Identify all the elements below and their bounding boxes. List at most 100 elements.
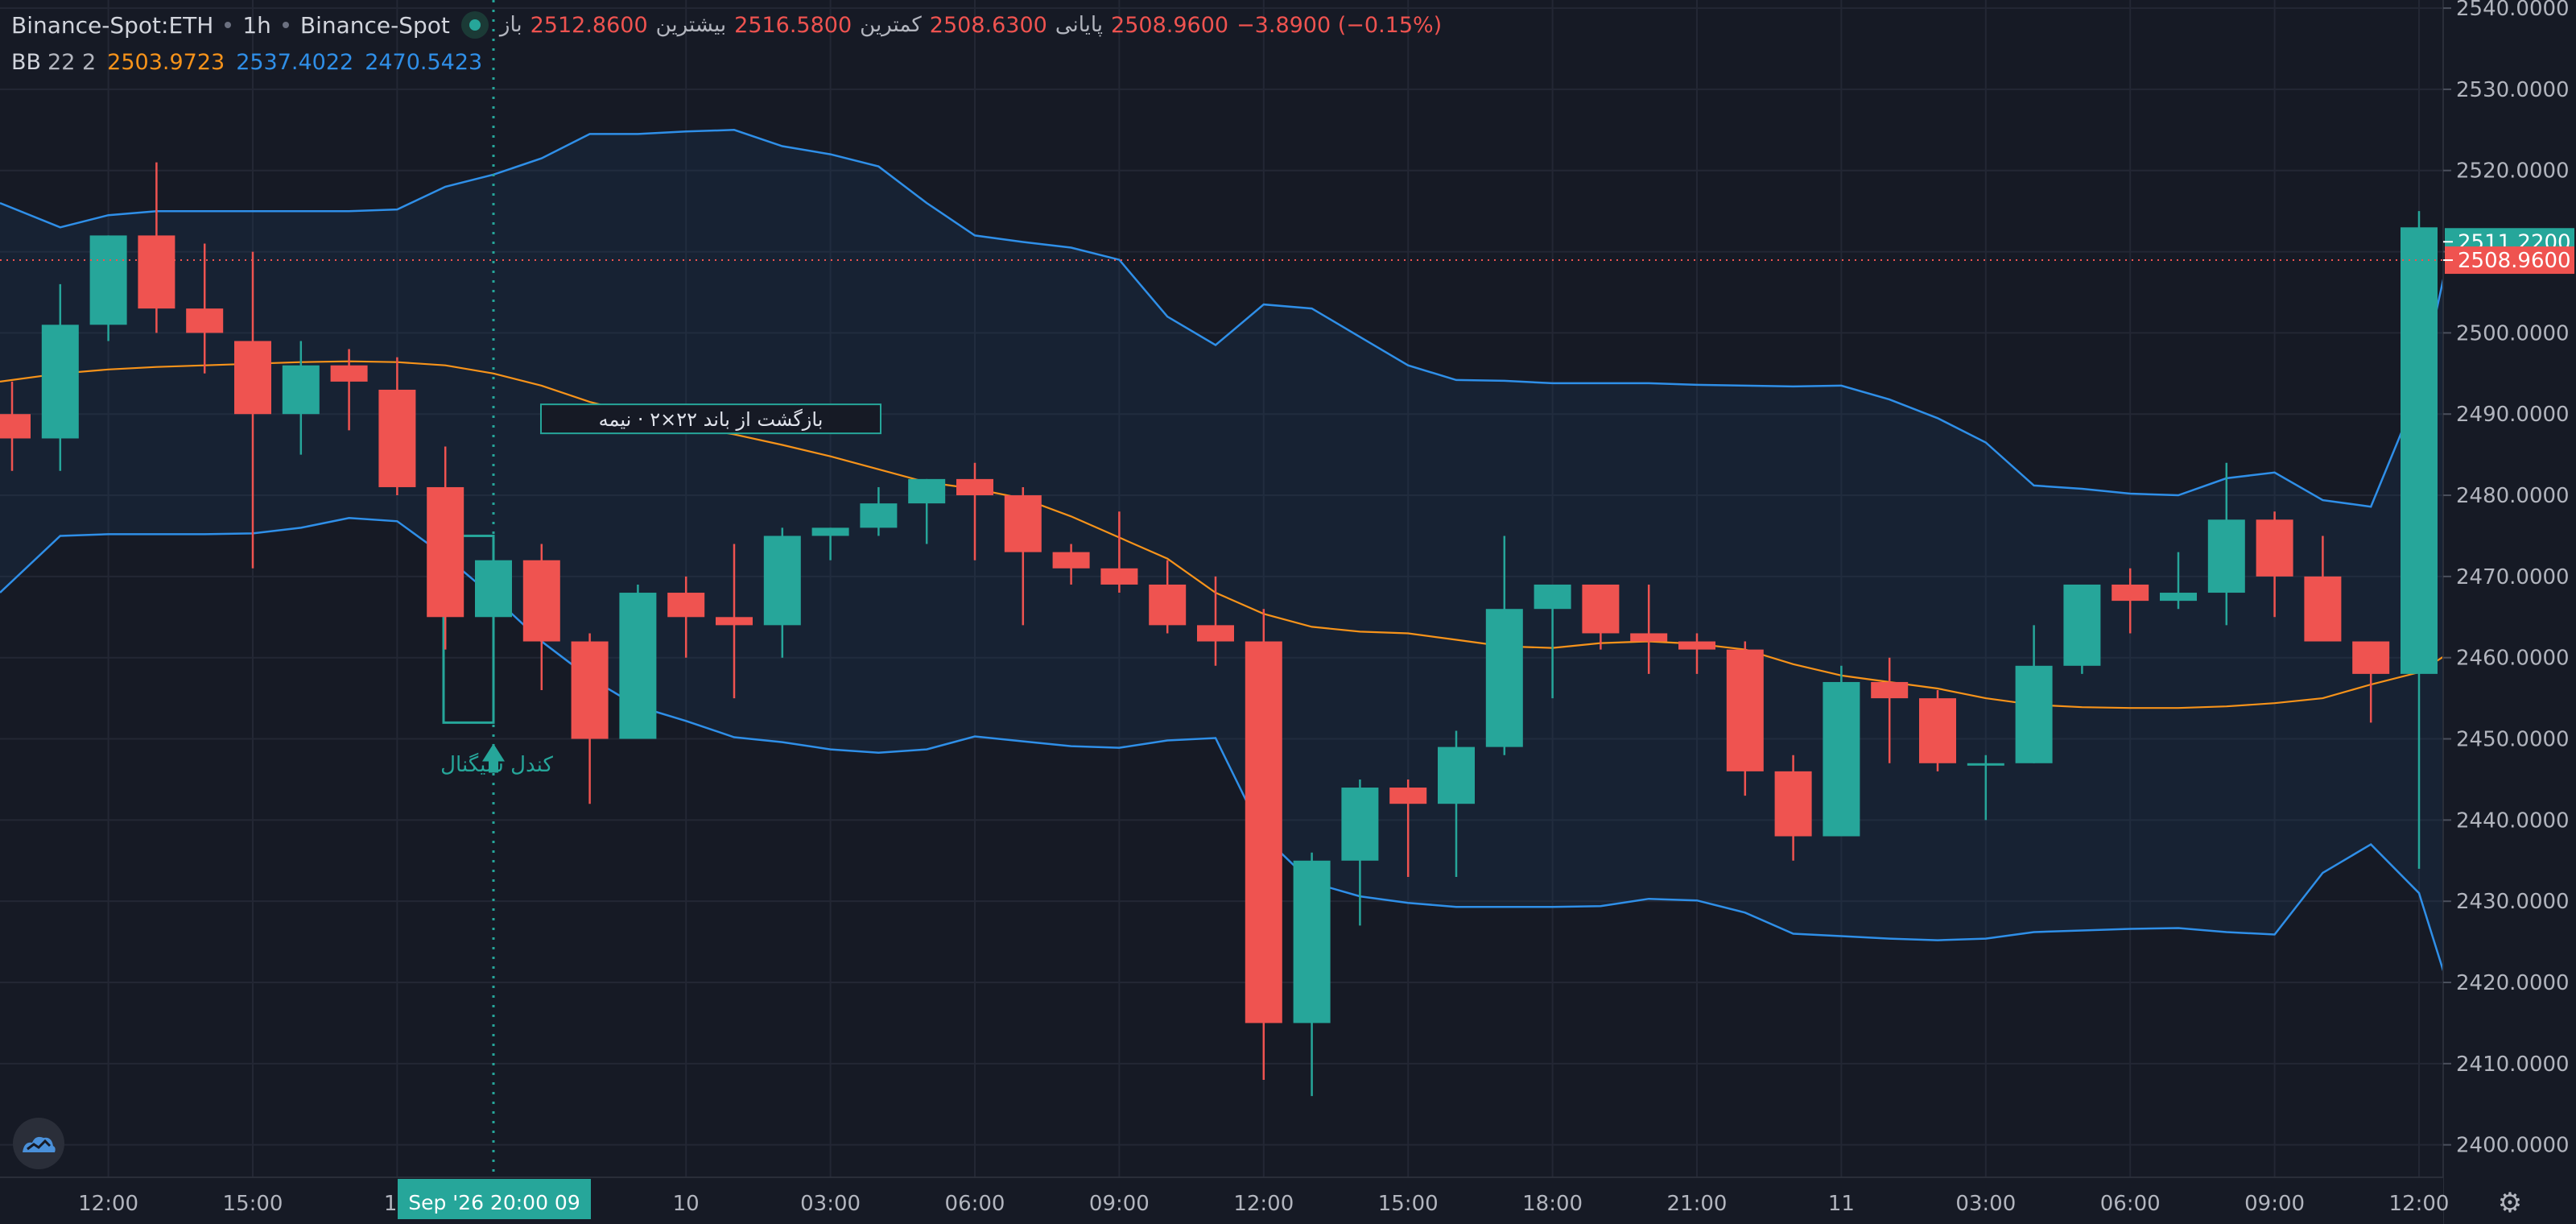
low-label: کمترین (860, 13, 922, 37)
price-tick-label: 2410.0000 (2456, 1052, 2570, 1077)
candle-body (956, 478, 993, 496)
candle-body (1871, 681, 1909, 699)
bb-upper-value: 2537.4022 (236, 50, 354, 75)
candle-body (1630, 633, 1668, 642)
price-tick-label: 2490.0000 (2456, 403, 2570, 427)
price-tick-label: 2540.0000 (2456, 0, 2570, 21)
candle-body (1534, 584, 1571, 610)
price-tick-label: 2440.0000 (2456, 808, 2570, 833)
interval-label[interactable]: 1h (242, 11, 271, 39)
candle-body (522, 560, 560, 642)
gear-icon[interactable]: ⚙ (2497, 1187, 2523, 1219)
time-tick-label: 09:00 (1089, 1192, 1150, 1216)
price-tick-label: 2530.0000 (2456, 78, 2570, 102)
candle-body (1100, 568, 1138, 585)
price-tick-label: 2520.0000 (2456, 159, 2570, 184)
time-tick-label: 15:00 (1378, 1192, 1439, 1216)
candle-body (571, 641, 609, 739)
candle-body (667, 593, 705, 618)
candle-body (2207, 519, 2245, 593)
candle-body (2015, 665, 2053, 763)
candle-body (89, 235, 127, 325)
high-value: 2516.5800 (734, 12, 852, 38)
time-tick-label: 03:00 (800, 1192, 861, 1216)
time-tick-label: 21:00 (1667, 1192, 1728, 1216)
price-tick-label: 2450.0000 (2456, 728, 2570, 752)
candle-body (1726, 649, 1764, 771)
price-axis: 2400.0000 2410.0000 2420.0000 2430.0000 2440… (2442, 0, 2576, 1224)
ohlc-values: باز 2512.8600 بیشترین 2516.5800 کمترین 2… (500, 13, 1442, 38)
candle-body (475, 560, 512, 618)
candle-body (330, 365, 368, 382)
symbol-title[interactable]: Binance-Spot:ETH (11, 11, 214, 39)
time-axis-bg (0, 1177, 2443, 1224)
candle-body (2160, 593, 2197, 602)
price-tick-label: 2470.0000 (2456, 565, 2570, 589)
indicator-name: BB (11, 50, 42, 75)
candle-body (0, 414, 31, 439)
candle-body (1004, 495, 1042, 552)
symbol-legend: Binance-Spot:ETH 1h Binance-Spot باز 251… (11, 11, 1442, 39)
bb-upper-line (0, 129, 2469, 508)
close-value: 2508.9600 (1111, 12, 1229, 38)
exchange-label: Binance-Spot (299, 11, 450, 39)
open-label: باز (499, 13, 522, 37)
bb-basis-value: 2503.9723 (107, 50, 225, 75)
time-tick-label: 12:00 (2389, 1192, 2450, 1216)
time-tick-label: 10 (673, 1192, 700, 1216)
close-label: پایانی (1055, 13, 1104, 37)
candle-body (1438, 746, 1475, 804)
indicator-legend[interactable]: BB 22 2 2503.9723 2537.4022 2470.5423 (11, 50, 482, 75)
candle-body (2304, 576, 2342, 642)
high-label: بیشترین (655, 13, 727, 37)
candle-body (1774, 771, 1812, 837)
separator-dot (225, 22, 232, 28)
time-tick-label: 09:00 (2244, 1192, 2305, 1216)
signal-candle-label: کندل سیگنال (440, 752, 553, 777)
candle-body (378, 389, 416, 487)
candle-body (1341, 788, 1379, 861)
candle-body (1389, 788, 1427, 804)
candle-body (138, 235, 175, 309)
price-tick-label: 2480.0000 (2456, 484, 2570, 508)
candle-body (186, 308, 224, 333)
candle-body (811, 527, 849, 536)
annotation-box (540, 403, 881, 435)
candle-body (2401, 227, 2438, 674)
price-tick-label: 2400.0000 (2456, 1134, 2570, 1158)
candle-body (1678, 641, 1715, 650)
tradingview-logo-icon[interactable] (13, 1118, 64, 1169)
current-price-tag-bg (2445, 246, 2574, 275)
selected-time-tag-bg (398, 1179, 591, 1219)
bb-lower-value: 2470.5423 (365, 50, 483, 75)
candle-body (1823, 681, 1860, 837)
market-status-icon[interactable] (460, 11, 489, 39)
candle-body (1919, 698, 1956, 763)
time-tick-label: 18:00 (1522, 1192, 1583, 1216)
candle-body (716, 617, 753, 626)
candle-body (2112, 584, 2149, 602)
time-tick-label: 03:00 (1955, 1192, 2016, 1216)
candle-body (1485, 609, 1523, 747)
time-tick-label: 06:00 (2100, 1192, 2161, 1216)
time-tick-label: 11 (1828, 1192, 1855, 1216)
candle-body (1582, 584, 1620, 634)
selected-time-tag: Sep '26 20:00 09 (408, 1191, 580, 1214)
separator-dot (282, 22, 289, 28)
candle-body (763, 536, 801, 626)
candle-body (427, 486, 464, 618)
candle-body (908, 478, 946, 504)
candle-body (1967, 763, 2004, 766)
candle-body (860, 503, 898, 528)
candle-body (1197, 625, 1234, 642)
candle-body (2352, 641, 2390, 674)
candle-body (282, 365, 320, 415)
price-tick-label: 2420.0000 (2456, 971, 2570, 995)
candle-body (619, 593, 657, 739)
candle-body (1149, 584, 1187, 626)
annotation-label: بازگشت از باند ۲۲×۲ · نیمه (599, 408, 824, 431)
up-arrow-icon (482, 743, 505, 762)
candle-body (2256, 519, 2293, 577)
price-tick-label: 2460.0000 (2456, 647, 2570, 671)
